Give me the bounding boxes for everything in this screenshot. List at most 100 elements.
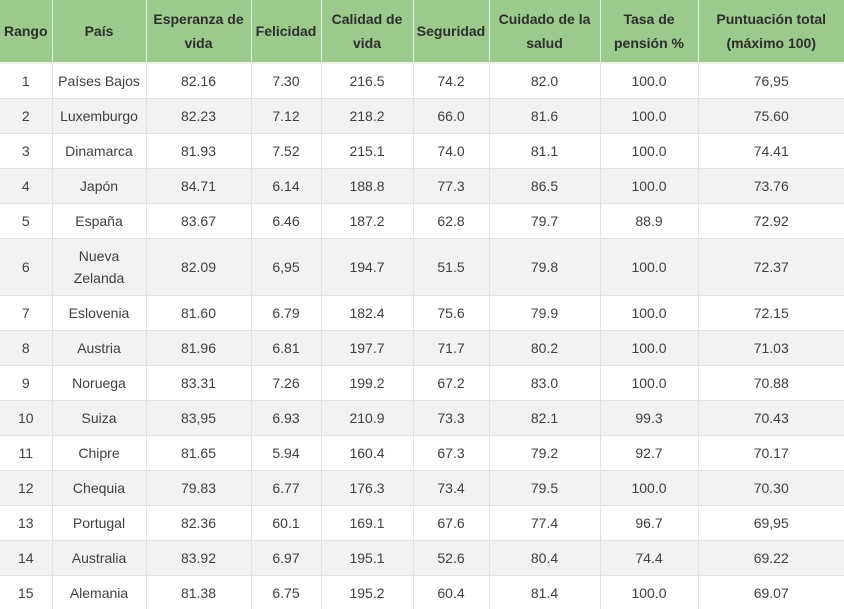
value-cell: 71.7: [413, 330, 490, 366]
value-cell: 52.6: [413, 540, 490, 576]
country-cell: Japón: [52, 168, 147, 204]
value-cell: 195.1: [321, 540, 414, 576]
value-cell: 100.0: [600, 238, 699, 296]
table-row: 1 Países Bajos 82.16 7.30 216.5 74.2 82.0 100.0…: [0, 63, 844, 99]
rank-cell: 13: [0, 505, 53, 541]
value-cell: 51.5: [413, 238, 490, 296]
country-cell: Eslovenia: [52, 295, 147, 331]
value-cell: 79.83: [146, 470, 252, 506]
value-cell: 62.8: [413, 203, 490, 239]
value-cell: 69.07: [698, 575, 844, 609]
value-cell: 7.52: [251, 133, 322, 169]
value-cell: 6.97: [251, 540, 322, 576]
value-cell: 80.4: [489, 540, 601, 576]
value-cell: 5.94: [251, 435, 322, 471]
value-cell: 100.0: [600, 98, 699, 134]
country-cell: Portugal: [52, 505, 147, 541]
value-cell: 69,95: [698, 505, 844, 541]
value-cell: 199.2: [321, 365, 414, 401]
value-cell: 74.2: [413, 63, 490, 99]
value-cell: 73.3: [413, 400, 490, 436]
value-cell: 81.38: [146, 575, 252, 609]
value-cell: 216.5: [321, 63, 414, 99]
value-cell: 77.4: [489, 505, 601, 541]
value-cell: 77.3: [413, 168, 490, 204]
value-cell: 6.77: [251, 470, 322, 506]
value-cell: 7.26: [251, 365, 322, 401]
value-cell: 79.7: [489, 203, 601, 239]
rank-cell: 4: [0, 168, 53, 204]
column-header-seguridad: Seguridad: [413, 0, 490, 64]
rank-cell: 5: [0, 203, 53, 239]
value-cell: 82.09: [146, 238, 252, 296]
table-row: 10 Suiza 83,95 6.93 210.9 73.3 82.1 99.3 70.43: [0, 400, 844, 436]
value-cell: 6.46: [251, 203, 322, 239]
value-cell: 195.2: [321, 575, 414, 609]
value-cell: 60.4: [413, 575, 490, 609]
rank-cell: 8: [0, 330, 53, 366]
rank-cell: 3: [0, 133, 53, 169]
value-cell: 72.37: [698, 238, 844, 296]
country-cell: España: [52, 203, 147, 239]
value-cell: 100.0: [600, 470, 699, 506]
value-cell: 73.76: [698, 168, 844, 204]
value-cell: 79.5: [489, 470, 601, 506]
value-cell: 72.15: [698, 295, 844, 331]
value-cell: 194.7: [321, 238, 414, 296]
table-row: 12 Chequia 79.83 6.77 176.3 73.4 79.5 100.0 70.3…: [0, 470, 844, 506]
rank-cell: 6: [0, 238, 53, 296]
value-cell: 83.92: [146, 540, 252, 576]
value-cell: 67.6: [413, 505, 490, 541]
value-cell: 73.4: [413, 470, 490, 506]
value-cell: 100.0: [600, 133, 699, 169]
country-cell: Chipre: [52, 435, 147, 471]
value-cell: 74.4: [600, 540, 699, 576]
value-cell: 6,95: [251, 238, 322, 296]
rank-cell: 11: [0, 435, 53, 471]
value-cell: 169.1: [321, 505, 414, 541]
value-cell: 100.0: [600, 575, 699, 609]
value-cell: 70.43: [698, 400, 844, 436]
column-header-pais: País: [52, 0, 147, 64]
column-header-puntuacion-total-maximo-100: Puntuación total (máximo 100): [698, 0, 844, 64]
value-cell: 176.3: [321, 470, 414, 506]
value-cell: 6.81: [251, 330, 322, 366]
table-header: Rango País Esperanza de vida Felicidad Calid…: [0, 0, 844, 64]
value-cell: 6.93: [251, 400, 322, 436]
value-cell: 70.88: [698, 365, 844, 401]
rank-cell: 12: [0, 470, 53, 506]
value-cell: 82.0: [489, 63, 601, 99]
table-row: 14 Australia 83.92 6.97 195.1 52.6 80.4 74.4 69.…: [0, 540, 844, 576]
value-cell: 76,95: [698, 63, 844, 99]
value-cell: 83,95: [146, 400, 252, 436]
value-cell: 70.30: [698, 470, 844, 506]
value-cell: 88.9: [600, 203, 699, 239]
value-cell: 80.2: [489, 330, 601, 366]
value-cell: 67.3: [413, 435, 490, 471]
value-cell: 72.92: [698, 203, 844, 239]
value-cell: 69.22: [698, 540, 844, 576]
country-cell: Austria: [52, 330, 147, 366]
value-cell: 86.5: [489, 168, 601, 204]
column-header-felicidad: Felicidad: [251, 0, 322, 64]
value-cell: 92.7: [600, 435, 699, 471]
value-cell: 7.12: [251, 98, 322, 134]
country-cell: Dinamarca: [52, 133, 147, 169]
value-cell: 182.4: [321, 295, 414, 331]
value-cell: 82.16: [146, 63, 252, 99]
rank-cell: 15: [0, 575, 53, 609]
value-cell: 84.71: [146, 168, 252, 204]
value-cell: 81.96: [146, 330, 252, 366]
value-cell: 81.60: [146, 295, 252, 331]
value-cell: 81.93: [146, 133, 252, 169]
value-cell: 215.1: [321, 133, 414, 169]
country-cell: Luxemburgo: [52, 98, 147, 134]
value-cell: 160.4: [321, 435, 414, 471]
table-row: 8 Austria 81.96 6.81 197.7 71.7 80.2 100.0 71.03: [0, 330, 844, 366]
value-cell: 99.3: [600, 400, 699, 436]
country-cell: Suiza: [52, 400, 147, 436]
value-cell: 100.0: [600, 295, 699, 331]
value-cell: 81.65: [146, 435, 252, 471]
